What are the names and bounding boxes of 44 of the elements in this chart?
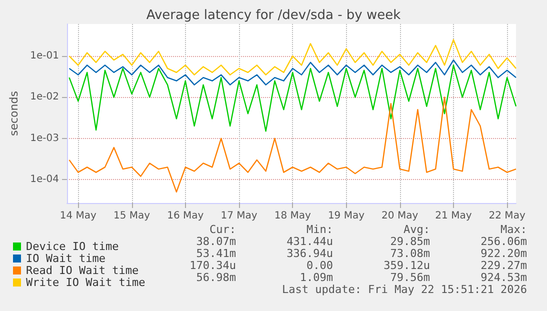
text: 256.06m (480, 235, 528, 248)
text: Last update: Fri May 22 15:51:21 2026 (282, 283, 528, 296)
x-tick-label: 16 May (167, 210, 204, 222)
text: 336.94u (286, 247, 333, 260)
text: 922.20m (480, 247, 528, 260)
text: Cur: (210, 223, 236, 236)
text: 359.12u (384, 259, 430, 272)
text: 38.07m (196, 235, 236, 248)
x-tick-label: 21 May (435, 210, 472, 222)
text: 53.41m (196, 247, 236, 260)
text: 924.53m (480, 271, 528, 284)
text: 56.98m (196, 271, 236, 284)
y-axis-title: seconds (7, 90, 20, 136)
legend-label: Read IO Wait time (26, 264, 139, 277)
legend-label: IO Wait time (26, 252, 106, 265)
text: 79.56m (390, 271, 430, 284)
text: Max: (500, 223, 528, 236)
text: Avg: (404, 223, 430, 236)
chart-title: Average latency for /dev/sda - by week (146, 8, 402, 23)
text: Min: (306, 223, 334, 236)
x-tick-label: 19 May (328, 210, 365, 222)
line-series (68, 64, 517, 132)
legend-label: Device IO time (26, 240, 119, 253)
x-tick-label: 14 May (60, 210, 97, 222)
x-tick-label: 22 May (488, 210, 526, 222)
y-tick-label: 1e-01 (30, 50, 59, 62)
text: 29.85m (390, 235, 430, 248)
text: 73.08m (390, 247, 430, 260)
x-tick-label: 18 May (274, 210, 311, 222)
x-tick-label: 15 May (113, 210, 150, 222)
x-tick-label: 17 May (220, 210, 258, 222)
x-tick-label: 20 May (382, 210, 418, 222)
y-tick-label: 1e-03 (30, 132, 59, 144)
text: 1.09m (300, 271, 334, 284)
y-tick-label: 1e-04 (30, 174, 59, 186)
y-tick-label: 1e-02 (30, 92, 59, 103)
line-series (68, 96, 517, 193)
text: 229.27m (480, 259, 528, 272)
text: 431.44u (286, 235, 333, 248)
text: 0.00 (306, 259, 334, 272)
line-series (68, 39, 517, 76)
legend-label: Write IO Wait time (26, 276, 146, 289)
text: 170.34u (190, 259, 236, 272)
line-series (68, 59, 517, 86)
